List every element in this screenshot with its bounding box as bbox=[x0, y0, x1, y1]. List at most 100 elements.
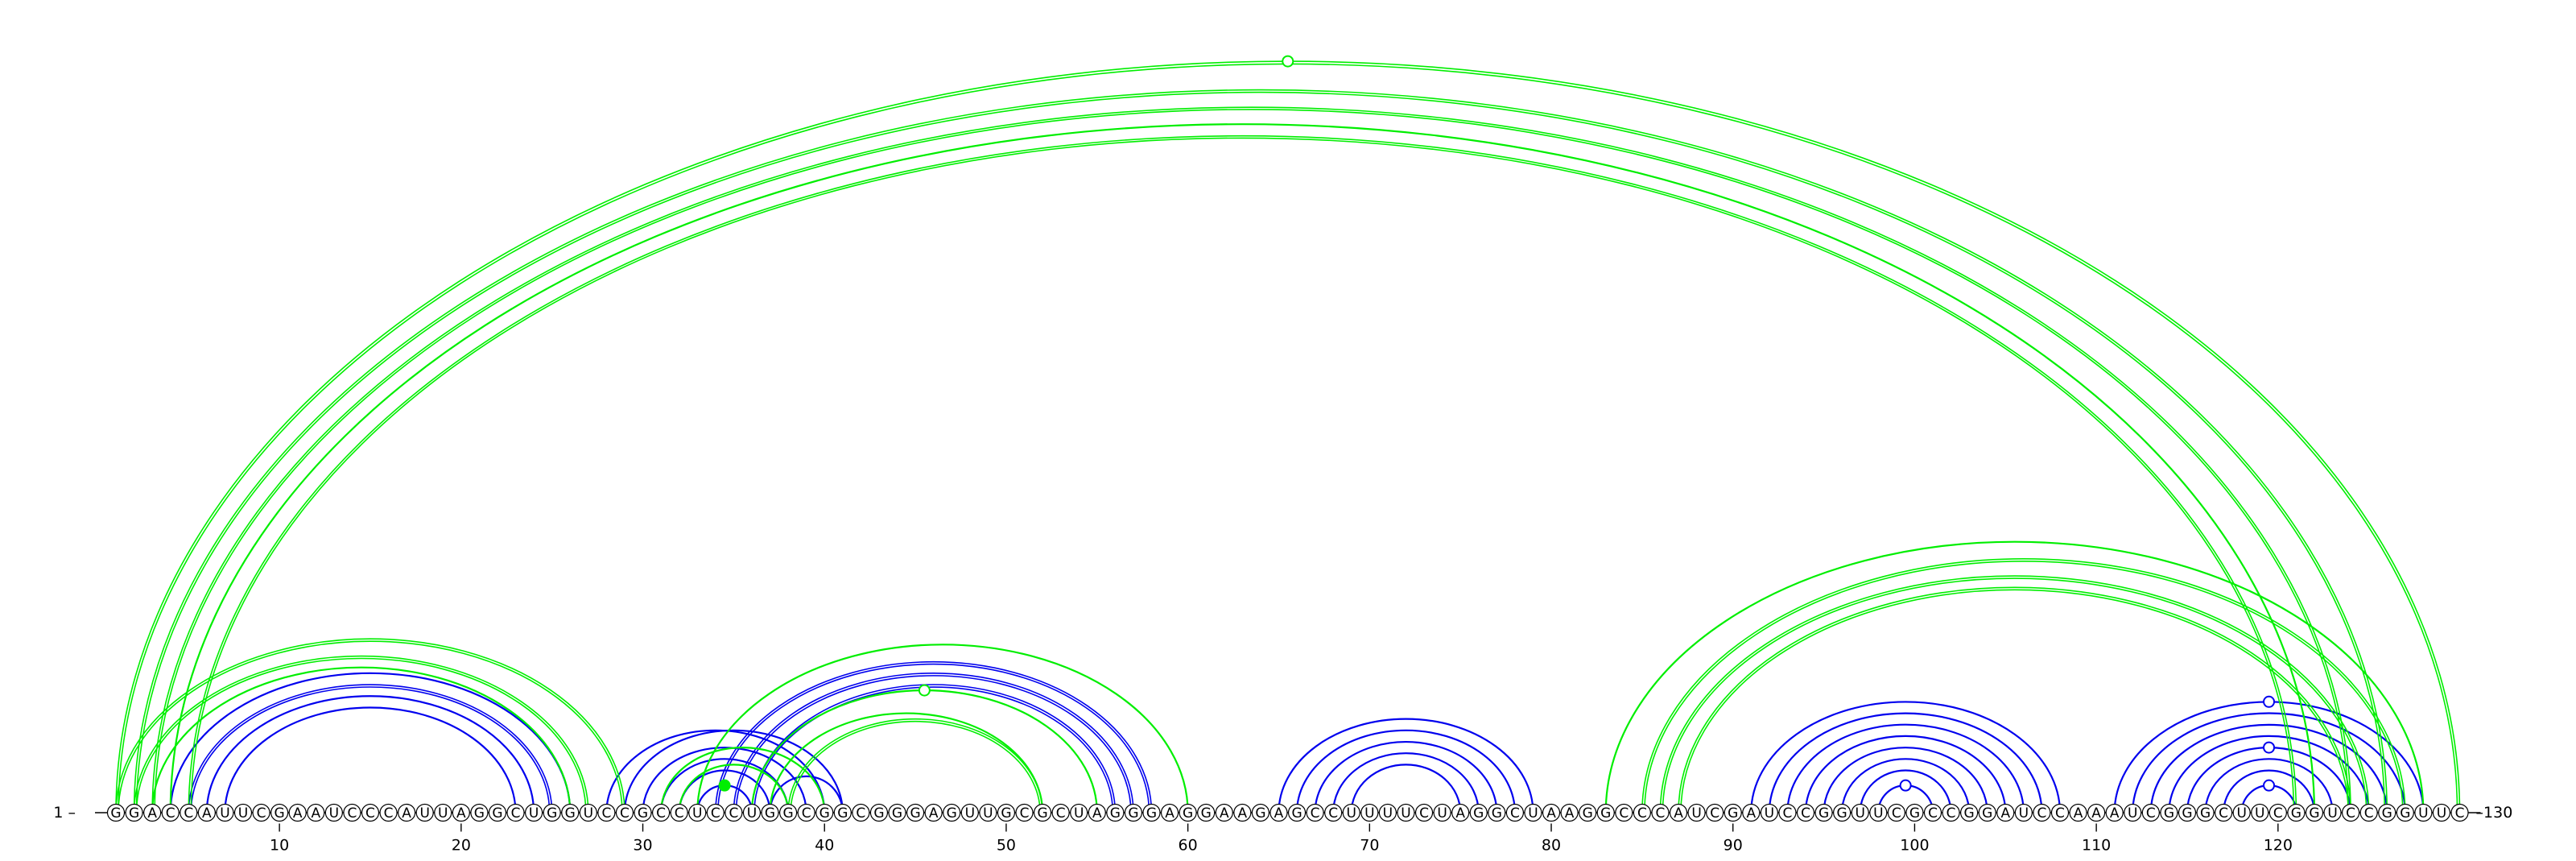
nucleotide: U bbox=[2251, 803, 2269, 822]
nucleotide-circle bbox=[2342, 803, 2360, 822]
nucleotide: G bbox=[1814, 803, 1833, 822]
nucleotide: U bbox=[1687, 803, 1706, 822]
nucleotide-circle bbox=[1269, 803, 1288, 822]
green-arc-5-121 bbox=[188, 135, 2297, 813]
blue-arc-94-105 bbox=[1804, 735, 2007, 813]
nucleotide-circle bbox=[452, 803, 470, 822]
nucleotide-circle bbox=[1106, 803, 1125, 822]
nucleotide-letter: C bbox=[675, 805, 684, 822]
nucleotide-letter: G bbox=[2164, 805, 2174, 822]
nucleotide: A bbox=[288, 803, 307, 822]
nucleotide-letter: G bbox=[565, 805, 576, 822]
nucleotide-circle bbox=[742, 803, 762, 822]
nucleotide-letter: G bbox=[1146, 805, 1157, 822]
green-arc-85-127 bbox=[1641, 558, 2406, 813]
nucleotide: C bbox=[1306, 803, 1324, 822]
nucleotide-circle bbox=[2069, 803, 2087, 822]
tick-label: 70 bbox=[1360, 837, 1379, 855]
nucleotide-letter: C bbox=[1783, 805, 1793, 822]
nucleotide-letter: C bbox=[802, 805, 811, 822]
nucleotide: G bbox=[634, 803, 652, 822]
nucleotide-circle bbox=[415, 803, 434, 822]
nucleotide-letter: A bbox=[1546, 805, 1556, 822]
nucleotide-circle bbox=[233, 803, 253, 822]
nucleotide: C bbox=[1796, 803, 1815, 822]
nucleotide-circle bbox=[1579, 803, 1597, 822]
nucleotide-circle bbox=[1433, 803, 1451, 822]
nucleotide: G bbox=[761, 803, 779, 822]
nucleotide-letter: C bbox=[1637, 805, 1647, 822]
nucleotide: C bbox=[379, 803, 398, 822]
nucleotide-letter: G bbox=[1583, 805, 1593, 822]
nucleotide: G bbox=[1197, 803, 1216, 822]
nucleotide-letter: C bbox=[511, 805, 521, 822]
blue-arc-65-79 bbox=[1278, 718, 1534, 813]
nucleotide-circle bbox=[525, 803, 543, 822]
nucleotide: A bbox=[452, 803, 470, 822]
nucleotide-circle bbox=[924, 803, 943, 822]
nucleotide: G bbox=[1287, 803, 1307, 822]
nucleotide: G bbox=[1579, 803, 1597, 822]
nucleotide-letter: U bbox=[1528, 805, 1538, 822]
nucleotide-letter: C bbox=[2455, 805, 2465, 822]
nucleotide-circle bbox=[2033, 803, 2051, 822]
nucleotide-letter: U bbox=[329, 805, 339, 822]
nucleotide-circle bbox=[1469, 803, 1488, 822]
nucleotide-letter: C bbox=[1656, 805, 1666, 822]
nucleotide-letter: G bbox=[2182, 805, 2192, 822]
nucleotide-letter: C bbox=[1419, 805, 1429, 822]
green-arc-86-125-inner bbox=[1662, 577, 2368, 813]
nucleotide: G bbox=[1179, 803, 1197, 822]
nucleotide-letter: A bbox=[1565, 805, 1575, 822]
nucleotide-letter: G bbox=[1600, 805, 1611, 822]
tick-label: 80 bbox=[1542, 837, 1561, 855]
nucleotide: A bbox=[2087, 803, 2106, 822]
nucleotide-circle bbox=[1360, 803, 1379, 822]
nucleotide: C bbox=[724, 803, 743, 822]
nucleotide-letter: G bbox=[2400, 805, 2410, 822]
nucleotide: C bbox=[343, 803, 361, 822]
nucleotide-letter: A bbox=[1274, 805, 1284, 822]
nucleotide-letter: G bbox=[1037, 805, 1047, 822]
nucleotide: U bbox=[1360, 803, 1379, 822]
nucleotide-circle bbox=[1706, 803, 1724, 822]
nucleotide-letter: C bbox=[1801, 805, 1810, 822]
nucleotide-circle bbox=[615, 803, 634, 822]
nucleotide: C bbox=[1651, 803, 1670, 822]
nucleotide: C bbox=[1942, 803, 1960, 822]
nucleotide-letter: G bbox=[782, 805, 793, 822]
nucleotide-letter: G bbox=[1964, 805, 1975, 822]
nucleotide-circle bbox=[307, 803, 325, 822]
nucleotide-letter: U bbox=[1873, 805, 1883, 822]
nucleotide-circle bbox=[1070, 803, 1088, 822]
nucleotide-circle bbox=[1942, 803, 1960, 822]
nucleotide-letter: G bbox=[129, 805, 139, 822]
nucleotide-letter: C bbox=[1020, 805, 1030, 822]
nucleotide-circle bbox=[506, 803, 525, 822]
green-arc-85-127-inner bbox=[1644, 561, 2404, 813]
nucleotide: A bbox=[2069, 803, 2087, 822]
nucleotide: G bbox=[815, 803, 834, 822]
nucleotide-circle bbox=[343, 803, 361, 822]
nucleotide: A bbox=[1215, 803, 1233, 822]
nucleotide-letter: C bbox=[1710, 805, 1719, 822]
nucleotide-letter: C bbox=[1328, 805, 1338, 822]
nucleotide-letter: G bbox=[1473, 805, 1484, 822]
nucleotide-circle bbox=[651, 803, 671, 822]
nucleotide-circle bbox=[2378, 803, 2396, 822]
nucleotide-letter: C bbox=[1311, 805, 1320, 822]
nucleotide-circle bbox=[1869, 803, 1888, 822]
nucleotide: G bbox=[1033, 803, 1052, 822]
nucleotide-letter: C bbox=[1892, 805, 1901, 822]
green-arc-1-130-inner bbox=[118, 64, 2458, 813]
nucleotide: C bbox=[2450, 803, 2469, 822]
nucleotide-circle bbox=[161, 803, 180, 822]
nucleotide-circle bbox=[1088, 803, 1106, 822]
nucleotide-letter: G bbox=[275, 805, 285, 822]
tick-label: 20 bbox=[452, 837, 471, 855]
nucleotide-letter: C bbox=[2346, 805, 2355, 822]
green-marker-1-130 bbox=[1282, 55, 1294, 68]
nucleotide: G bbox=[1124, 803, 1143, 822]
nucleotide-letter: G bbox=[2309, 805, 2319, 822]
nucleotide: A bbox=[143, 803, 162, 822]
